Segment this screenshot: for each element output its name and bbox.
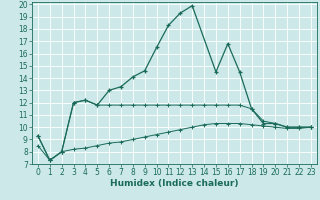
X-axis label: Humidex (Indice chaleur): Humidex (Indice chaleur) <box>110 179 239 188</box>
